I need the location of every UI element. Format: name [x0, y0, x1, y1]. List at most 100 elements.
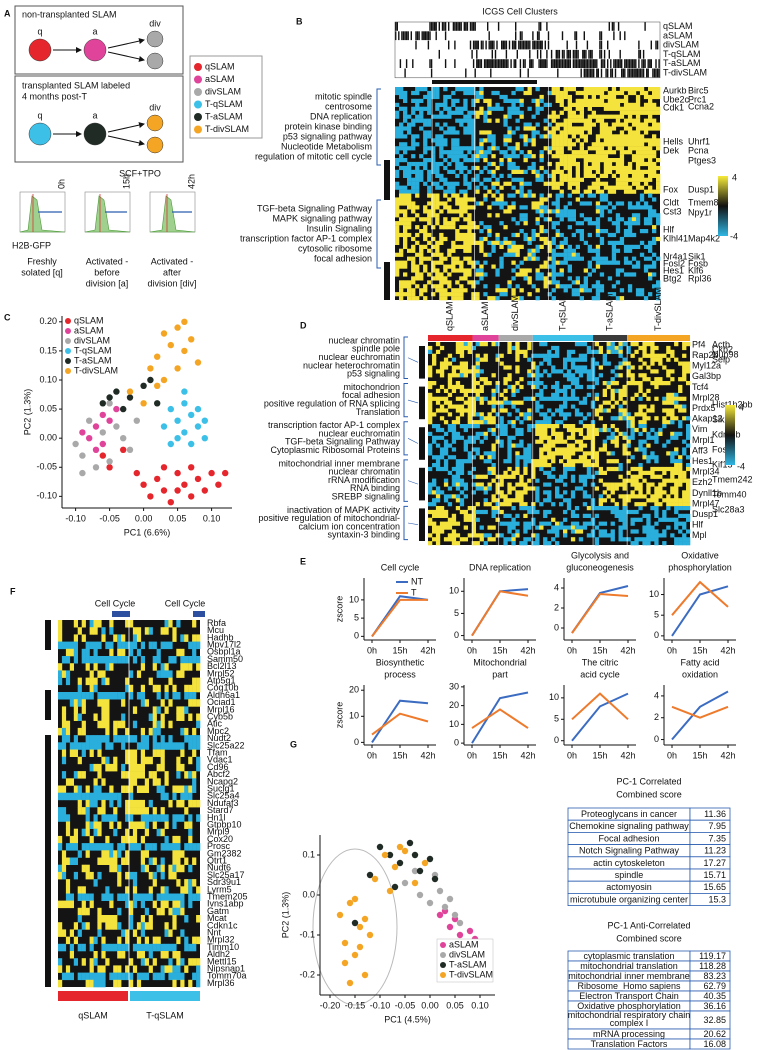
heatmap-cell: [463, 248, 468, 253]
heatmap-cell: [611, 158, 617, 163]
heatmap-cell: [467, 388, 472, 393]
heatmap-cell: [638, 466, 643, 472]
heatmap-cell: [523, 502, 528, 507]
heatmap-cell: [551, 173, 556, 178]
heatmap-cell: [415, 87, 420, 92]
heatmap-cell: [531, 466, 536, 472]
heatmap-cell: [582, 443, 588, 448]
heatmap-cell: [682, 494, 687, 499]
heatmap-cell: [650, 466, 655, 472]
heatmap-cell: [403, 142, 408, 147]
heatmap-cell: [495, 189, 500, 194]
heatmap-cell: [622, 509, 627, 515]
cluster-tick: [588, 59, 590, 68]
heatmap-cell: [148, 713, 153, 721]
heatmap-cell: [125, 641, 130, 650]
point: [436, 911, 444, 919]
cluster-tick: [566, 59, 568, 68]
heatmap-cell: [539, 431, 544, 436]
heatmap-cell: [463, 424, 468, 429]
heatmap-cell: [666, 345, 671, 351]
heatmap-cell: [455, 209, 460, 214]
heatmap-cell: [539, 134, 544, 139]
heatmap-cell: [571, 256, 576, 261]
heatmap-cell: [583, 276, 588, 281]
heatmap-cell: [654, 498, 659, 503]
cluster-tick: [641, 59, 643, 68]
heatmap-cell: [543, 431, 548, 436]
cluster-tick: [540, 22, 542, 31]
heatmap-cell: [682, 365, 687, 370]
heatmap-cell: [129, 843, 134, 851]
heatmap-cell: [662, 478, 667, 483]
heatmap-cell: [69, 692, 74, 700]
heatmap-cell: [459, 288, 464, 293]
heatmap-cell: [515, 353, 520, 358]
heatmap-cell: [515, 165, 520, 171]
heatmap-cell: [555, 381, 560, 386]
cluster-tick: [546, 59, 548, 68]
heatmap-cell: [543, 455, 548, 460]
heatmap-cell: [511, 443, 516, 448]
heatmap-cell: [451, 388, 457, 393]
heatmap-cell: [635, 130, 641, 135]
heatmap-cell: [602, 353, 607, 358]
gene-label: Fosb: [688, 258, 708, 268]
heatmap-cell: [543, 342, 548, 347]
heatmap-cell: [459, 412, 465, 417]
heatmap-cell: [101, 799, 106, 808]
line: [471, 590, 529, 637]
heatmap-cell: [642, 416, 647, 421]
heatmap-cell: [144, 699, 149, 707]
cluster-tick: [504, 59, 506, 68]
connector: [407, 438, 419, 444]
heatmap-cell: [551, 126, 556, 131]
heatmap-cell: [479, 416, 484, 421]
heatmap-cell: [459, 373, 465, 378]
heatmap-cell: [559, 478, 564, 483]
heatmap-cell: [399, 94, 404, 100]
heatmap-cell: [618, 509, 623, 515]
heatmap-cell: [606, 451, 611, 456]
heatmap-cell: [439, 126, 444, 131]
legend-box: [189, 55, 263, 139]
heatmap-cell: [614, 506, 619, 511]
heatmap-cell: [555, 138, 560, 143]
x-tick-label: 0h: [367, 750, 377, 760]
heatmap-cell: [527, 150, 532, 155]
heatmap-cell: [598, 373, 603, 378]
heatmap-cell: [666, 525, 671, 530]
cluster-tick: [619, 49, 621, 59]
heatmap-cell: [579, 118, 584, 123]
heatmap-cell: [578, 525, 584, 530]
heatmap-cell: [471, 447, 476, 452]
heatmap-cell: [615, 185, 621, 190]
heatmap-cell: [619, 165, 625, 171]
heatmap-cell: [503, 98, 508, 103]
heatmap-cell: [180, 634, 185, 642]
heatmap-cell: [77, 684, 82, 693]
heatmap-cell: [511, 525, 516, 530]
heatmap-cell: [643, 150, 649, 155]
gene-label: Ptges3: [688, 155, 716, 165]
heatmap-cell: [443, 177, 448, 182]
heatmap-cell: [642, 541, 647, 546]
cluster-tick: [600, 59, 603, 68]
heatmap-cell: [105, 742, 110, 750]
heatmap-cell: [519, 443, 524, 448]
heatmap-cell: [148, 727, 153, 736]
heatmap-cell: [567, 130, 572, 135]
cluster-tick: [532, 59, 534, 68]
heatmap-cell: [531, 517, 536, 522]
heatmap-cell: [563, 447, 568, 452]
heatmap-cell: [614, 388, 619, 393]
heatmap-cell: [427, 106, 432, 111]
heatmap-cell: [395, 236, 400, 242]
heatmap-cell: [164, 771, 169, 779]
heatmap-cell: [639, 90, 645, 96]
heatmap-cell: [559, 412, 564, 417]
heatmap-cell: [646, 435, 651, 440]
heatmap-cell: [443, 388, 449, 393]
gene-label: Actb: [712, 339, 730, 349]
heatmap-cell: [582, 365, 588, 370]
